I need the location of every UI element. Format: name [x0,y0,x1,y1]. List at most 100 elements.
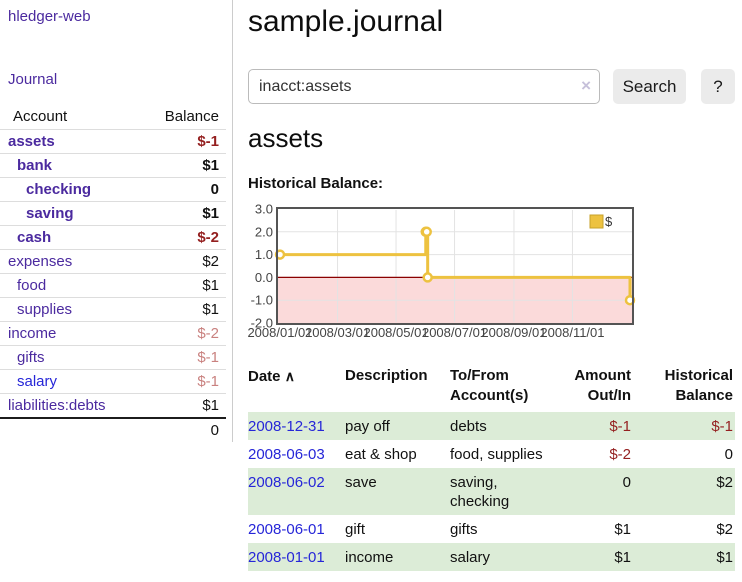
data-point-marker [422,272,433,283]
transaction-description: pay off [345,418,390,435]
transaction-balance: $2 [716,474,733,491]
chart-title: Historical Balance: [248,175,384,192]
account-balance: $-1 [197,132,219,150]
transaction-description: eat & shop [345,446,417,463]
account-link[interactable]: supplies [17,300,73,318]
transaction-description: income [345,549,394,566]
transaction-date-link[interactable]: 2008-01-01 [248,549,325,566]
transaction-amount: $-2 [609,446,631,463]
transaction-row: 2008-06-03 eat & shop food, supplies $-2 0 [248,440,735,468]
accounts-header-account: Account [13,108,68,126]
y-tick-label: 3.0 [255,202,273,217]
account-link[interactable]: saving [26,204,74,222]
account-row: salary $-1 [0,369,226,393]
account-row: food $1 [0,273,226,297]
historical-balance-chart: $3.0 2.0 1.0 0.0 -1.0 -2.02008/01/012008/03/0… [247,202,636,340]
transaction-amount: $1 [614,521,631,538]
register-table: Date ∧ Description To/From Account(s) Am… [248,364,735,571]
transaction-balance: 0 [724,446,733,463]
accounts-total-row: 0 [0,417,226,442]
account-balance: $1 [202,204,219,222]
transaction-amount: 0 [622,474,631,491]
transaction-row: 2008-06-02 save saving, checking 0 $2 [248,468,735,515]
account-row: saving $1 [0,201,226,225]
transaction-row: 2008-12-31 pay off debts $-1 $-1 [248,412,735,440]
x-tick-label: 2008/05/01 [363,325,428,340]
account-row: expenses $2 [0,249,226,273]
account-link[interactable]: checking [26,180,92,198]
transaction-balance: $1 [716,549,733,566]
account-link[interactable]: expenses [8,252,73,270]
search-bar: × Search ? [248,69,742,104]
account-row: liabilities:debts $1 [0,393,226,418]
account-balance: $-1 [197,348,219,366]
search-button[interactable]: Search [613,69,686,104]
account-link[interactable]: salary [17,372,58,390]
account-balance: $-1 [197,372,219,390]
transaction-date-link[interactable]: 2008-06-01 [248,521,325,538]
transaction-accounts: gifts [450,521,478,538]
account-link[interactable]: liabilities:debts [8,396,106,414]
column-header-amount: Amount Out/In [574,367,631,404]
app-brand-link[interactable]: hledger-web [8,8,91,25]
register-header-row: Date ∧ Description To/From Account(s) Am… [248,364,735,412]
account-balance: $-2 [197,324,219,342]
account-balance: $1 [202,300,219,318]
transaction-description: save [345,474,377,491]
accounts-header-row: Account Balance [0,105,226,129]
account-balance: 0 [210,180,219,198]
x-tick-label: 2008/03/01 [305,325,370,340]
transaction-row: 2008-01-01 income salary $1 $1 [248,543,735,571]
transaction-amount: $1 [614,549,631,566]
account-balance: $1 [202,276,219,294]
account-row: checking 0 [0,177,226,201]
transaction-date-link[interactable]: 2008-06-03 [248,446,325,463]
legend-label: $ [605,214,613,229]
account-link[interactable]: cash [17,228,52,246]
transaction-accounts: salary [450,549,491,566]
account-balance: $-2 [197,228,219,246]
column-header-date[interactable]: Date ∧ [248,364,345,412]
search-field-wrap: × [248,69,600,104]
account-heading: assets [248,123,324,153]
transaction-date-link[interactable]: 2008-06-02 [248,474,325,491]
x-tick-label: 2008/07/01 [422,325,487,340]
clear-search-icon[interactable]: × [581,76,591,95]
account-row: cash $-2 [0,225,226,249]
account-link[interactable]: food [17,276,47,294]
account-balance: $1 [202,156,219,174]
main-content: sample.journal × Search ? assets Histori… [247,0,742,571]
transaction-balance: $-1 [711,418,733,435]
accounts-balance-table: Account Balance assets $-1 bank $1 checking 0… [0,105,226,442]
account-row: bank $1 [0,153,226,177]
data-point-marker [421,226,432,238]
legend-swatch [589,214,604,229]
plot-border [276,207,634,325]
sidebar-item-journal[interactable]: Journal [8,71,58,88]
column-header-balance: Historical Balance [664,367,733,404]
y-tick-label: -2.0 [251,316,273,331]
account-balance: $2 [202,252,219,270]
transaction-balance: $2 [716,521,733,538]
account-link[interactable]: bank [17,156,53,174]
transaction-date-link[interactable]: 2008-12-31 [248,418,325,435]
x-tick-label: 2008/09/01 [481,325,546,340]
account-row: assets $-1 [0,129,226,153]
account-link[interactable]: income [8,324,57,342]
account-link[interactable]: gifts [17,348,45,366]
account-balance: $1 [202,396,219,414]
account-row: gifts $-1 [0,345,226,369]
transaction-accounts: debts [450,418,487,435]
column-header-description: Description [345,367,428,384]
y-tick-label: 2.0 [255,224,273,239]
column-header-accounts: To/From Account(s) [450,367,529,404]
page-title: sample.journal [248,5,444,38]
transaction-amount: $-1 [609,418,631,435]
help-button[interactable]: ? [701,69,735,104]
sort-ascending-icon: ∧ [284,368,295,384]
account-link[interactable]: assets [8,132,55,150]
date-header-label: Date [248,368,281,385]
search-input[interactable] [248,69,600,104]
accounts-total-value: 0 [210,421,219,439]
transaction-accounts: food, supplies [450,446,543,463]
